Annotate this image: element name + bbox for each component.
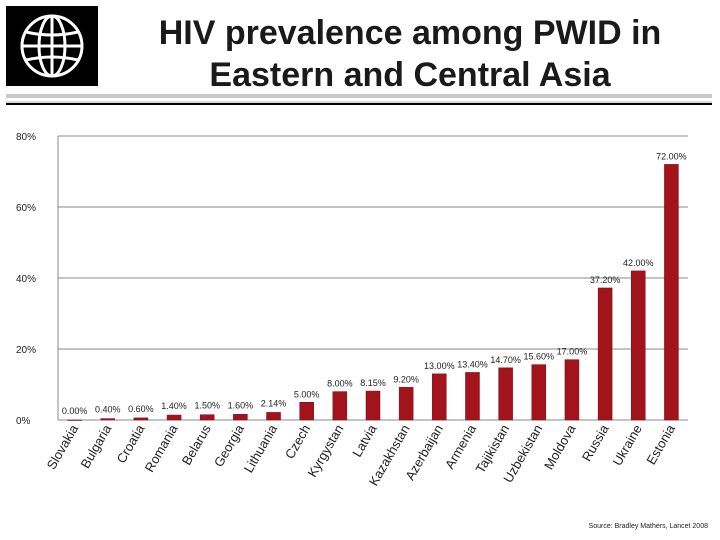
title-line-2: Eastern and Central Asia	[209, 56, 611, 94]
bar	[432, 373, 447, 421]
data-label: 13.00%	[424, 361, 455, 371]
bar	[531, 364, 547, 421]
bar	[233, 414, 248, 421]
data-label: 8.15%	[360, 378, 386, 388]
data-label: 0.60%	[128, 404, 154, 414]
bar	[398, 387, 414, 421]
category-label: Belarus	[179, 422, 214, 468]
bar	[299, 402, 314, 421]
y-tick-label: 80%	[16, 132, 36, 143]
data-label: 0.40%	[95, 405, 121, 415]
y-tick-label: 60%	[16, 203, 36, 214]
bar	[67, 419, 82, 421]
y-tick-label: 0%	[16, 416, 31, 427]
title-line-1: HIV prevalence among PWID in	[158, 14, 662, 52]
y-tick-label: 20%	[16, 345, 36, 356]
world-bank-logo	[6, 6, 98, 86]
category-label: Czech	[282, 422, 313, 461]
data-label: 1.40%	[161, 401, 187, 411]
data-label: 5.00%	[294, 389, 320, 399]
data-label: 14.70%	[490, 355, 521, 365]
data-label: 17.00%	[557, 347, 588, 357]
data-label: 0.00%	[62, 406, 88, 416]
data-label: 1.50%	[194, 401, 220, 411]
bar	[631, 270, 646, 421]
data-label: 2.14%	[261, 398, 287, 408]
category-label: Latvia	[349, 421, 380, 459]
data-label: 37.20%	[590, 275, 621, 285]
bar	[597, 287, 613, 421]
category-label: Russia	[579, 421, 612, 464]
data-label: 42.00%	[623, 258, 654, 268]
bar	[266, 412, 281, 421]
bar	[166, 414, 182, 421]
category-label: Romania	[142, 421, 181, 474]
title-divider	[6, 94, 712, 98]
title-divider-dark	[6, 103, 712, 105]
data-label: 8.00%	[327, 379, 353, 389]
bar	[100, 418, 115, 421]
bar	[199, 414, 215, 421]
bar	[465, 372, 480, 421]
data-label: 15.60%	[524, 352, 555, 362]
category-label: Estonia	[643, 421, 678, 467]
data-label: 1.60%	[228, 400, 254, 410]
category-label: Bulgaria	[77, 421, 114, 470]
page-title: HIV prevalence among PWID in Eastern and…	[110, 12, 710, 96]
data-label: 13.40%	[457, 359, 488, 369]
category-label: Moldova	[541, 421, 579, 472]
category-label: Slovakia	[44, 421, 82, 472]
data-label: 9.20%	[393, 374, 419, 384]
bar	[365, 390, 381, 421]
category-label: Ukraine	[609, 422, 644, 468]
bar	[498, 367, 513, 421]
bar	[332, 391, 348, 421]
y-tick-label: 40%	[16, 274, 36, 285]
bar	[664, 164, 679, 421]
bar	[564, 359, 580, 421]
category-label: Armenia	[442, 421, 480, 471]
title-divider-light	[6, 101, 712, 103]
data-label: 72.00%	[656, 151, 687, 161]
category-label: Georgia	[211, 421, 247, 469]
category-label: Croatia	[114, 421, 148, 465]
source-note: Source: Bradley Mathers, Lancet 2008	[588, 523, 708, 530]
bar	[133, 417, 149, 421]
